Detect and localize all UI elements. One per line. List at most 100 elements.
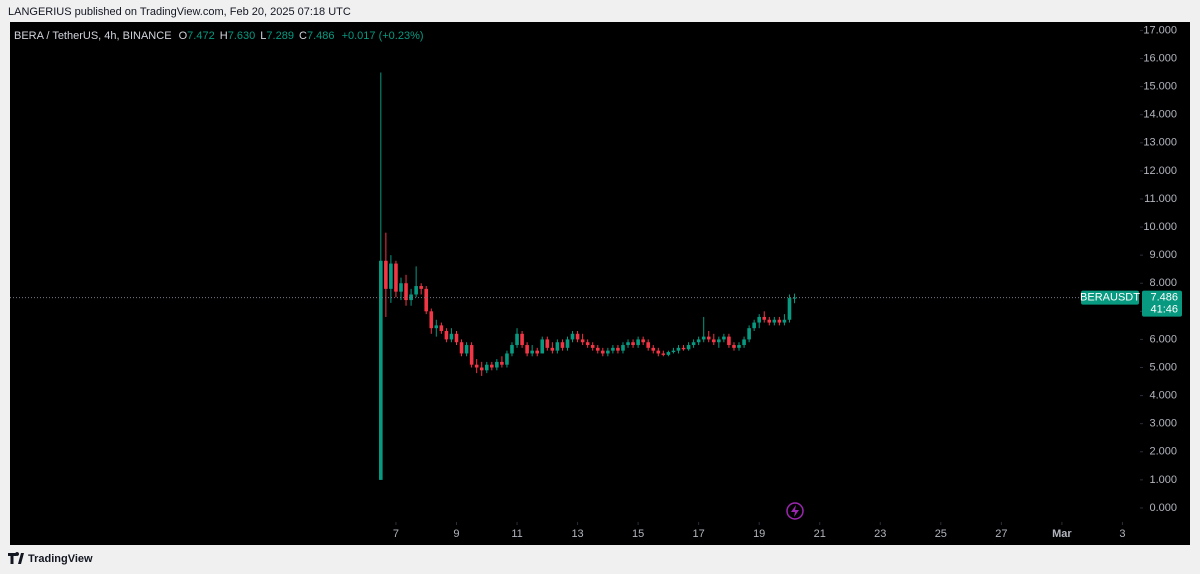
candle-body <box>409 294 413 301</box>
candle-body <box>606 350 610 354</box>
candle-body <box>510 345 514 354</box>
candle-body <box>772 319 777 323</box>
candle-body <box>631 342 635 346</box>
candle-body <box>570 333 575 340</box>
ticker-tag <box>1081 290 1139 305</box>
candle-body <box>535 350 540 354</box>
candle-body <box>616 347 620 351</box>
candle-body <box>742 339 746 346</box>
ticker-tag-label: BERAUSDT <box>1080 292 1140 304</box>
candle-body <box>444 330 449 340</box>
candle-body <box>595 347 600 351</box>
y-tick-label: 4.000 <box>1149 390 1177 402</box>
candle-body <box>651 347 656 351</box>
candle-body <box>394 263 398 292</box>
x-tick-label: 21 <box>814 528 826 540</box>
x-tick-label: 9 <box>453 528 459 540</box>
y-tick-label: 12.000 <box>1143 165 1177 177</box>
candle-body <box>384 260 388 289</box>
candle-body <box>737 345 741 348</box>
candle-body <box>469 345 474 365</box>
chart-legend: BERA / TetherUS, 4h, BINANCE O7.472 H7.6… <box>14 30 424 42</box>
candle-body <box>560 342 565 348</box>
candle-body <box>777 319 782 323</box>
brand: TradingView <box>8 552 93 565</box>
candle-body <box>540 339 545 354</box>
candle-body <box>520 333 524 346</box>
candle-body <box>722 336 726 340</box>
x-tick-label: 17 <box>693 528 705 540</box>
candle-body <box>464 345 469 354</box>
candle-body <box>545 339 550 348</box>
candle-body <box>671 350 676 353</box>
x-tick-label: 13 <box>571 528 583 540</box>
candle-body <box>525 345 529 354</box>
candle-body <box>565 339 570 348</box>
candle-body <box>747 328 751 340</box>
candle-body <box>424 288 429 312</box>
candle-body <box>389 263 393 289</box>
candle-body <box>681 347 686 350</box>
icon-bolt <box>791 505 799 517</box>
ohlc-key: L <box>260 30 266 42</box>
chart-pane <box>10 22 1190 545</box>
candle-body <box>500 361 504 365</box>
candle-body <box>550 347 555 351</box>
candle-body <box>626 342 630 346</box>
candle-body <box>767 319 772 323</box>
candle-body <box>404 283 408 301</box>
y-tick-label: 14.000 <box>1143 109 1177 121</box>
x-tick-label: 27 <box>995 528 1007 540</box>
symbol: BERA / TetherUS, 4h, BINANCE <box>14 30 172 42</box>
price-tag-price: 7.486 <box>1150 292 1178 304</box>
candle-body <box>762 316 767 320</box>
candle-body <box>752 322 756 329</box>
candle-body <box>646 342 650 348</box>
candle-body <box>782 319 787 323</box>
candle-body <box>474 364 479 368</box>
candle-body <box>434 325 439 329</box>
ohlc-key: O <box>179 30 188 42</box>
candle-body <box>641 339 645 343</box>
ohlc-value: 7.289 <box>266 30 294 42</box>
y-tick-label: 6.000 <box>1149 333 1177 345</box>
candle-body <box>439 325 444 331</box>
y-tick-label: 17.000 <box>1143 24 1177 36</box>
candle-body <box>600 350 605 354</box>
y-tick-label: 2.000 <box>1149 446 1177 458</box>
candle-body <box>701 336 706 340</box>
candle-body <box>580 339 585 343</box>
change: +0.017 (+0.23%) <box>342 30 424 42</box>
candle-body <box>711 339 716 343</box>
candle-body <box>590 345 595 348</box>
x-tick-label: 11 <box>511 528 522 540</box>
candle-body <box>379 260 383 480</box>
candle-body <box>479 367 484 371</box>
candle-body <box>717 339 721 343</box>
candle-body <box>676 347 681 351</box>
candle-body <box>696 339 701 343</box>
candle-body <box>656 350 661 354</box>
ohlc-value: 7.486 <box>307 30 335 42</box>
candle-body <box>515 333 519 346</box>
candle-body <box>530 350 534 354</box>
replay-icon[interactable] <box>786 502 804 520</box>
candle-body <box>575 333 580 340</box>
candle-body <box>505 353 509 365</box>
icon-circle <box>786 502 804 520</box>
y-tick-label: 0.000 <box>1149 502 1177 514</box>
x-tick-label: 19 <box>753 528 765 540</box>
brand-logo <box>8 552 24 564</box>
ohlc-key: H <box>220 30 228 42</box>
candle-body <box>636 339 640 346</box>
candle-body <box>414 286 418 295</box>
candle-body <box>757 316 761 323</box>
y-tick-label: 10.000 <box>1143 221 1177 233</box>
candle-body <box>661 353 666 355</box>
x-tick-label: 3 <box>1119 528 1125 540</box>
candle-body <box>490 364 494 368</box>
y-tick-label: 16.000 <box>1143 52 1177 64</box>
candle-body <box>585 342 590 346</box>
y-tick-label: 1.000 <box>1149 474 1177 486</box>
publish-header: LANGERIUS published on TradingView.com, … <box>8 6 351 18</box>
